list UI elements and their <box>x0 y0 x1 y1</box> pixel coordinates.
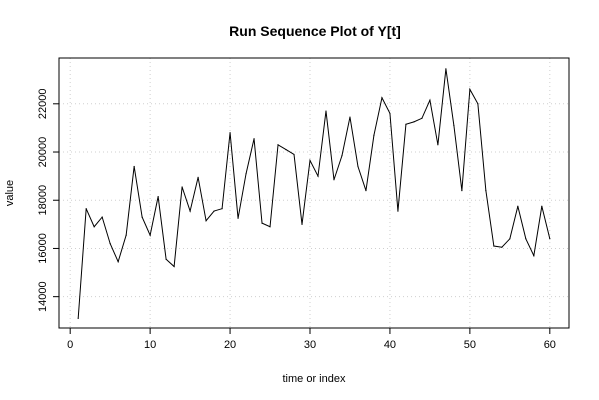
series-line <box>77 68 551 319</box>
data-point <box>117 261 119 263</box>
data-point <box>349 116 351 118</box>
y-tick-label: 16000 <box>37 233 49 264</box>
data-point <box>533 255 535 257</box>
data-point <box>485 189 487 192</box>
data-point <box>437 144 439 146</box>
data-point <box>309 159 311 162</box>
x-tick-label: 20 <box>224 339 236 351</box>
data-point <box>541 205 543 207</box>
x-tick-label: 40 <box>384 339 396 351</box>
data-point <box>477 103 479 105</box>
y-tick-label: 22000 <box>37 89 49 120</box>
data-point <box>293 153 295 156</box>
data-point <box>357 165 359 168</box>
data-point <box>445 68 447 70</box>
x-axis: 0 10 20 30 40 50 60 <box>67 328 556 351</box>
y-tick-label: 18000 <box>37 185 49 216</box>
data-point <box>389 112 391 115</box>
data-point <box>261 222 263 224</box>
data-point <box>77 317 79 319</box>
data-point <box>149 234 151 236</box>
chart-title: Run Sequence Plot of Y[t] <box>229 23 401 39</box>
data-point <box>461 189 463 192</box>
data-point <box>157 196 159 198</box>
data-point <box>365 189 367 192</box>
data-point <box>413 121 415 123</box>
data-point <box>285 149 287 151</box>
series-layer <box>77 68 551 319</box>
y-axis: 14000 16000 18000 20000 22000 <box>37 89 59 312</box>
data-point <box>197 176 199 178</box>
data-point <box>213 210 215 212</box>
y-tick-label: 20000 <box>37 137 49 168</box>
data-point <box>549 238 551 240</box>
data-point <box>421 117 423 119</box>
data-point <box>93 226 95 228</box>
data-point <box>317 175 319 177</box>
data-point <box>493 245 495 247</box>
data-point <box>405 123 407 125</box>
data-point <box>181 186 183 188</box>
y-tick-label: 14000 <box>37 281 49 312</box>
x-tick-label: 60 <box>544 339 556 351</box>
data-point <box>237 217 239 219</box>
x-axis-label: time or index <box>283 373 346 385</box>
data-point <box>165 258 167 260</box>
data-point <box>517 205 519 207</box>
data-point <box>429 99 431 101</box>
x-tick-label: 0 <box>67 339 73 351</box>
data-point <box>189 210 191 212</box>
data-point <box>333 179 335 181</box>
data-point <box>277 144 279 146</box>
data-point <box>301 223 303 225</box>
x-tick-label: 10 <box>144 339 156 351</box>
data-point <box>325 110 327 112</box>
grid-layer <box>59 58 569 328</box>
data-point <box>373 134 375 136</box>
data-point <box>221 208 223 210</box>
data-point <box>133 165 135 168</box>
data-point <box>85 208 87 210</box>
data-point <box>453 124 455 127</box>
data-point <box>397 210 399 212</box>
data-point <box>501 246 503 248</box>
data-point <box>229 132 231 134</box>
data-point <box>253 138 255 140</box>
data-point <box>525 238 527 240</box>
x-tick-label: 50 <box>464 339 476 351</box>
data-point <box>109 243 111 245</box>
data-point <box>341 155 343 157</box>
data-point <box>245 173 247 175</box>
data-point <box>101 216 103 218</box>
y-axis-label: value <box>4 180 16 206</box>
data-point <box>125 234 127 236</box>
plot-frame <box>58 57 570 329</box>
data-point <box>141 216 143 218</box>
data-point <box>205 220 207 222</box>
data-point <box>269 226 271 228</box>
x-tick-label: 30 <box>304 339 316 351</box>
data-point <box>173 265 175 268</box>
data-point <box>469 88 471 90</box>
data-point <box>381 97 383 99</box>
data-point <box>509 238 511 240</box>
